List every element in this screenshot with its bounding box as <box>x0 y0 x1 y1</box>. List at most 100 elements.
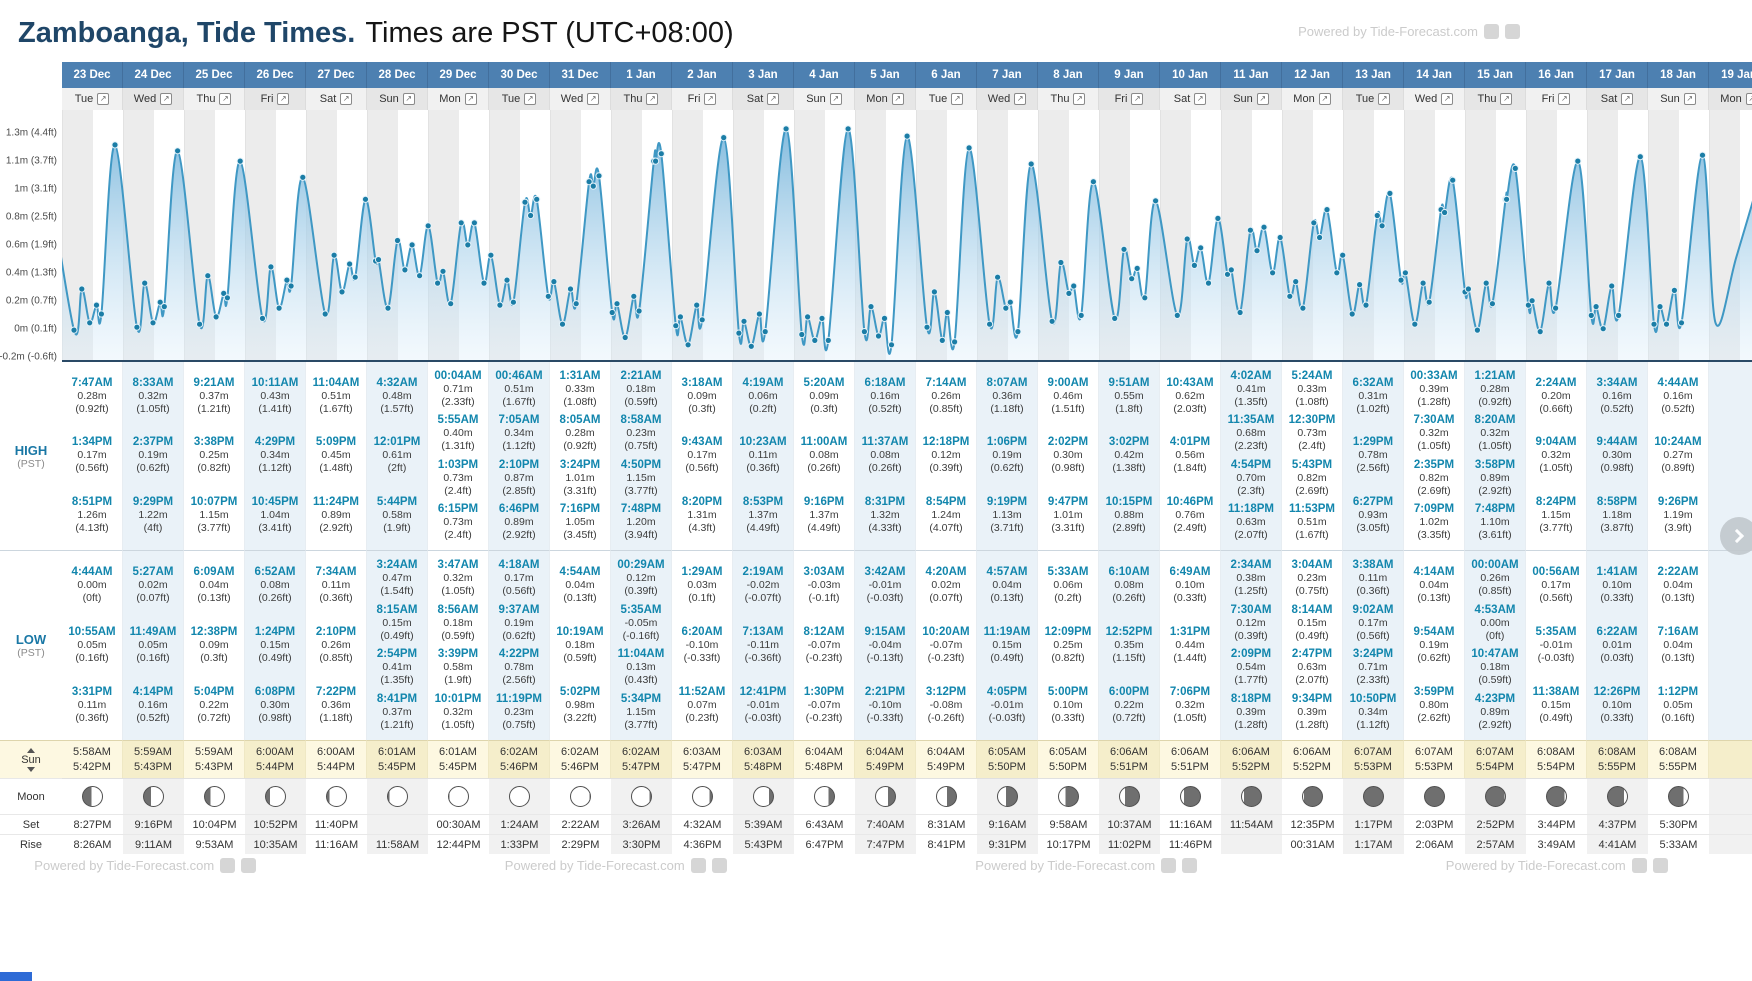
tide-event: 6:08PM 0.30m (0.98ft) <box>245 686 305 725</box>
expand-day-icon[interactable]: ↗ <box>891 93 904 105</box>
date-header-cell[interactable]: 18 Jan <box>1648 62 1709 88</box>
expand-day-icon[interactable]: ↗ <box>160 93 173 105</box>
tide-event: 3:34AM 0.16m (0.52ft) <box>1587 377 1647 416</box>
tide-event: 00:04AM 0.71m (2.33ft) <box>428 370 488 409</box>
tide-event: 4:18AM 0.17m (0.56ft) <box>489 559 549 598</box>
expand-day-icon[interactable]: ↗ <box>340 93 353 105</box>
tide-height-ft: (0.75ft) <box>502 719 536 732</box>
expand-day-icon[interactable]: ↗ <box>219 93 232 105</box>
date-header-cell[interactable]: 14 Jan <box>1404 62 1465 88</box>
high-tide-cell: 10:11AM 0.43m (1.41ft) 4:29PM 0.34m (1.12ft) 1… <box>245 362 306 550</box>
date-header-cell[interactable]: 29 Dec <box>428 62 489 88</box>
sunrise-time: 6:04AM <box>927 745 965 758</box>
date-header-cell[interactable]: 10 Jan <box>1160 62 1221 88</box>
date-header-cell[interactable]: 15 Jan <box>1465 62 1526 88</box>
tide-height-m: 0.63m <box>1236 516 1266 529</box>
date-header-cell[interactable]: 12 Jan <box>1282 62 1343 88</box>
tide-height-ft: (-0.13ft) <box>866 651 904 664</box>
day-column: 25 Dec Thu ↗ 9:21AM 0.37m (1.21ft) 3:38PM 0.25m… <box>184 62 245 854</box>
powered-by-watermark: Powered by Tide-Forecast.com <box>1446 858 1668 873</box>
expand-day-icon[interactable]: ↗ <box>767 93 780 105</box>
date-header-cell[interactable]: 7 Jan <box>977 62 1038 88</box>
tide-height-ft: (0.66ft) <box>1539 403 1573 416</box>
tide-height-ft: (0.36ft) <box>75 711 109 724</box>
date-header-cell[interactable]: 3 Jan <box>733 62 794 88</box>
date-header-cell[interactable]: 19 Jan <box>1709 62 1752 88</box>
expand-day-icon[interactable]: ↗ <box>1014 93 1027 105</box>
expand-day-icon[interactable]: ↗ <box>704 93 717 105</box>
date-header-cell[interactable]: 30 Dec <box>489 62 550 88</box>
date-header-cell[interactable]: 27 Dec <box>306 62 367 88</box>
chart-column-band <box>611 110 672 362</box>
date-header-cell[interactable]: 31 Dec <box>550 62 611 88</box>
expand-day-icon[interactable]: ↗ <box>646 93 659 105</box>
date-header-cell[interactable]: 28 Dec <box>367 62 428 88</box>
tide-time: 5:00PM <box>1047 685 1089 698</box>
expand-day-icon[interactable]: ↗ <box>1256 93 1269 105</box>
expand-day-icon[interactable]: ↗ <box>524 93 537 105</box>
tide-height-ft: (0.59ft) <box>1478 674 1512 687</box>
tide-height-ft: (1.48ft) <box>319 462 353 475</box>
expand-day-icon[interactable]: ↗ <box>1131 93 1144 105</box>
expand-day-icon[interactable]: ↗ <box>587 93 600 105</box>
expand-day-icon[interactable]: ↗ <box>1318 93 1331 105</box>
tide-time: 9:34PM <box>1291 693 1333 706</box>
expand-day-icon[interactable]: ↗ <box>1621 93 1634 105</box>
expand-day-icon[interactable]: ↗ <box>1378 93 1391 105</box>
date-header-cell[interactable]: 5 Jan <box>855 62 916 88</box>
expand-day-icon[interactable]: ↗ <box>464 93 477 105</box>
date-header-cell[interactable]: 23 Dec <box>62 62 123 88</box>
expand-day-icon[interactable]: ↗ <box>277 93 290 105</box>
date-header-cell[interactable]: 25 Dec <box>184 62 245 88</box>
date-header-cell[interactable]: 13 Jan <box>1343 62 1404 88</box>
date-header-cell[interactable]: 1 Jan <box>611 62 672 88</box>
expand-day-icon[interactable]: ↗ <box>1073 93 1086 105</box>
expand-day-icon[interactable]: ↗ <box>1558 93 1571 105</box>
tide-event: 2:34AM 0.38m (1.25ft) <box>1221 559 1281 598</box>
date-header-cell[interactable]: 24 Dec <box>123 62 184 88</box>
expand-day-icon[interactable]: ↗ <box>1683 93 1696 105</box>
expand-day-icon[interactable]: ↗ <box>1500 93 1513 105</box>
date-header-cell[interactable]: 16 Jan <box>1526 62 1587 88</box>
date-header-cell[interactable]: 17 Jan <box>1587 62 1648 88</box>
date-header-cell[interactable]: 9 Jan <box>1099 62 1160 88</box>
moon-phase-icon <box>1668 786 1689 807</box>
expand-day-icon[interactable]: ↗ <box>402 93 415 105</box>
moon-phase-icon <box>265 786 286 807</box>
date-header-cell[interactable]: 6 Jan <box>916 62 977 88</box>
low-tide-cell: 2:34AM 0.38m (1.25ft) 7:30AM 0.12m (0.39ft) 2:… <box>1221 550 1282 740</box>
next-page-button[interactable] <box>1720 517 1752 555</box>
tide-event: 10:24AM 0.27m (0.89ft) <box>1648 436 1708 475</box>
expand-day-icon[interactable]: ↗ <box>1194 93 1207 105</box>
tide-height-m: 0.32m <box>443 571 473 584</box>
tide-height-m: 0.89m <box>504 516 534 529</box>
high-tide-cell: 4:32AM 0.48m (1.57ft) 12:01PM 0.61m (2ft) 5:44… <box>367 362 428 550</box>
tide-height-m: 1.02m <box>1419 516 1449 529</box>
tide-height-m: 0.22m <box>1114 698 1144 711</box>
tide-height-m: 0.78m <box>1358 449 1388 462</box>
tide-height-m: 0.11m <box>77 698 107 711</box>
tide-event: 9:15AM -0.04m (-0.13ft) <box>855 626 915 665</box>
tide-time: 12:09PM <box>1044 625 1092 638</box>
expand-day-icon[interactable]: ↗ <box>97 93 110 105</box>
date-header-cell[interactable]: 26 Dec <box>245 62 306 88</box>
expand-day-icon[interactable]: ↗ <box>951 93 964 105</box>
tide-height-m: -0.10m <box>685 638 719 651</box>
expand-day-icon[interactable]: ↗ <box>1745 93 1752 105</box>
tide-height-ft: (0.72ft) <box>197 711 231 724</box>
moonset-time: 9:16PM <box>123 814 184 834</box>
tide-event: 6:52AM 0.08m (0.26ft) <box>245 566 305 605</box>
tide-height-ft: (0.56ft) <box>502 584 536 597</box>
day-of-week-cell: Sun ↗ <box>1221 88 1282 110</box>
tide-event: 8:51PM 1.26m (4.13ft) <box>62 496 122 535</box>
date-header-cell[interactable]: 11 Jan <box>1221 62 1282 88</box>
date-header-cell[interactable]: 2 Jan <box>672 62 733 88</box>
tide-time: 7:05AM <box>498 414 540 427</box>
date-header-cell[interactable]: 4 Jan <box>794 62 855 88</box>
date-header-cell[interactable]: 8 Jan <box>1038 62 1099 88</box>
expand-day-icon[interactable]: ↗ <box>1441 93 1454 105</box>
tide-event: 9:00AM 0.46m (1.51ft) <box>1038 377 1098 416</box>
expand-day-icon[interactable]: ↗ <box>829 93 842 105</box>
tide-time: 8:33AM <box>132 377 174 390</box>
moon-phase-cell <box>550 778 611 814</box>
